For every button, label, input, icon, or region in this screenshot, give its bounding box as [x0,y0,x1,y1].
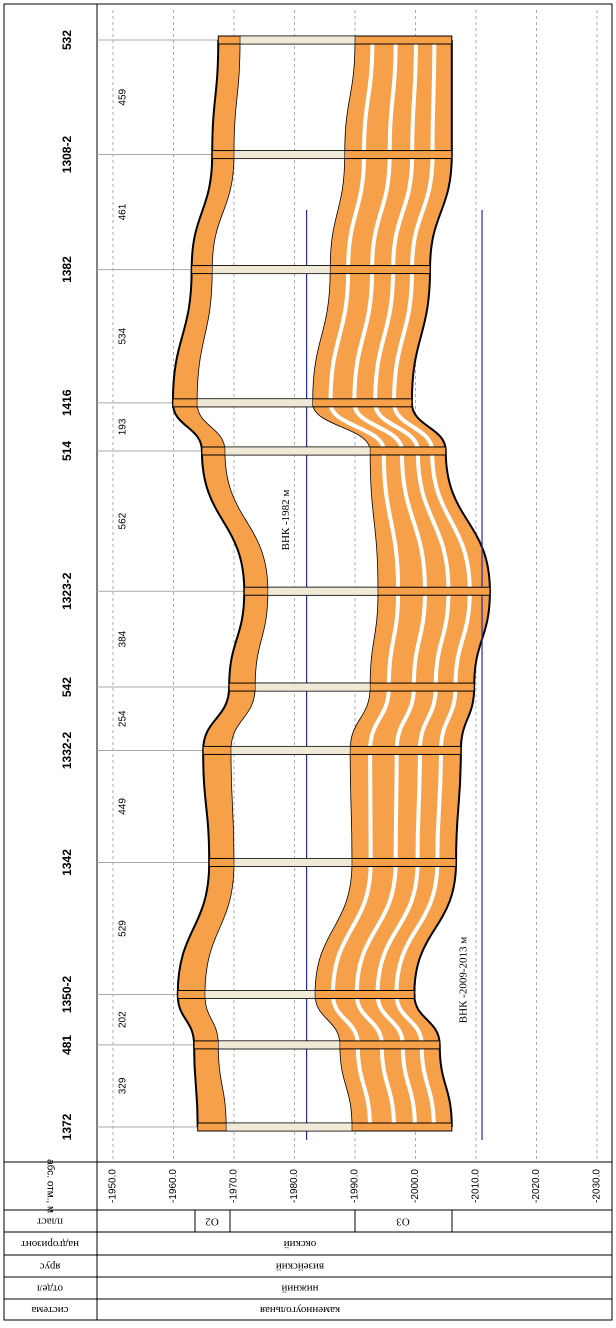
table-header: система [31,1304,68,1316]
axis-label-group: абс. отм., м [44,1159,56,1213]
well-nonreservoir [224,446,371,456]
well-name: 542 [60,677,74,697]
owc-label: ВНК -2009-2013 м [458,937,470,1023]
well-distance: 534 [118,327,129,344]
x-tick-label: -2030.0 [592,1169,603,1203]
well-nonreservoir [230,746,351,755]
y-axis-label: абс. отм., м [44,1159,56,1213]
x-tick-label: -2020.0 [531,1169,542,1203]
well-distance: 254 [118,710,129,727]
well-nonreservoir [254,682,371,692]
frame [3,3,613,1321]
x-tick-label: -1950.0 [108,1169,119,1203]
well-distance: 384 [118,630,129,647]
well-nonreservoir [233,858,353,867]
owc-label: ВНК -1982 м [280,490,292,551]
well-distance: 529 [118,920,129,937]
table-header: надгоризонт [21,1238,79,1250]
well-name: 1416 [60,389,74,416]
well-distance: 461 [118,203,129,220]
table-cell: O3 [396,1215,410,1227]
o3-reservoir [312,40,490,1127]
well-name: 1372 [60,1113,74,1140]
well-distance: 562 [118,512,129,529]
table-header: отдел [37,1282,63,1294]
table-header: ярус [39,1260,60,1272]
interbed [328,39,401,1128]
x-tick-label: -1970.0 [229,1169,240,1203]
o2-reservoir [172,40,268,1127]
boundary-bottom [410,39,491,1128]
x-tick-label: -2010.0 [471,1169,482,1203]
well-distance: 329 [118,1077,129,1094]
interbed [373,39,451,1128]
well-nonreservoir [204,990,316,999]
well-nonreservoir [239,35,356,45]
well-name: 1350-2 [60,975,74,1013]
well-name: 1332-2 [60,731,74,769]
well-name: 481 [60,1035,74,1055]
x-tick-label: -1960.0 [168,1169,179,1203]
well-distance: 202 [118,1011,129,1028]
well-nonreservoir [233,150,346,159]
boundary-o3-top [312,39,379,1128]
well-name: 532 [60,30,74,50]
well-name: 1382 [60,256,74,283]
well-nonreservoir [225,1122,353,1132]
well-distance: 459 [118,88,129,105]
table-header: пласт [37,1215,63,1227]
well-distance: 193 [118,418,129,435]
well-name: 514 [60,441,74,461]
interbed [392,39,472,1128]
well-name: 1342 [60,849,74,876]
x-tick-label: -2000.0 [410,1169,421,1203]
boundary-o2-bottom [196,39,269,1128]
x-tick-label: -1990.0 [350,1169,361,1203]
table-cell: окский [284,1238,317,1250]
well-nonreservoir [196,398,313,408]
table-cell: O2 [205,1215,218,1227]
table-cell: визейский [276,1260,324,1272]
well-nonreservoir [267,586,379,596]
well-distance: 449 [118,798,129,815]
x-tick-label: -1980.0 [289,1169,300,1203]
table-cell: каменноугольная [260,1304,340,1316]
well-name: 1308-2 [60,136,74,174]
well-nonreservoir [217,1040,341,1050]
well-name: 1323-2 [60,572,74,610]
table-cell: нижний [281,1282,318,1294]
well-nonreservoir [211,265,331,274]
